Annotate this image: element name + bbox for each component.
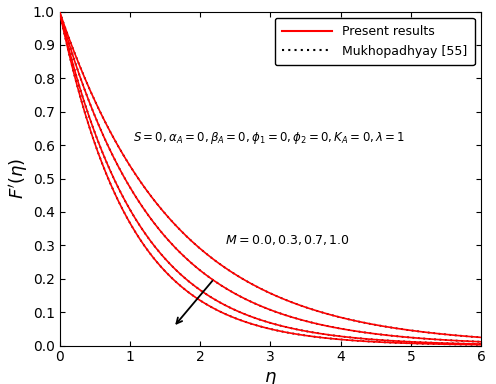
Y-axis label: $F^{\prime}(\eta)$: $F^{\prime}(\eta)$ bbox=[7, 158, 30, 199]
Text: $M = 0.0, 0.3, 0.7, 1.0$: $M = 0.0, 0.3, 0.7, 1.0$ bbox=[225, 233, 350, 247]
Text: $S = 0, \alpha_A = 0, \beta_A = 0, \phi_1 = 0, \phi_2 = 0, K_A = 0, \lambda = 1$: $S = 0, \alpha_A = 0, \beta_A = 0, \phi_… bbox=[133, 131, 406, 146]
X-axis label: $\eta$: $\eta$ bbox=[264, 370, 277, 384]
Legend: Present results, Mukhopadhyay [55]: Present results, Mukhopadhyay [55] bbox=[275, 18, 475, 65]
